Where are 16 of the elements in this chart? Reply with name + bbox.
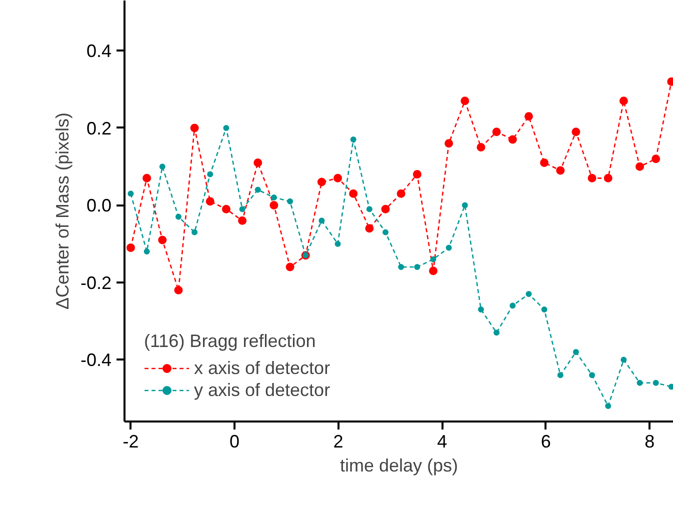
x-tick-label: 0 [230,432,240,452]
y-axis-title: ΔCenter of Mass (pixels) [52,112,72,310]
x-tick-label: 6 [540,432,551,452]
y-tick-label: -0.4 [80,350,112,370]
x-tick-label: 4 [437,432,448,452]
legend-label: y axis of detector [194,379,330,401]
x-tick-label: -2 [122,432,139,452]
x-tick-label: 2 [333,432,344,452]
legend-title: (116) Bragg reflection [144,331,317,352]
x-axis-title: time delay (ps) [340,456,458,476]
y-tick-label: 0.2 [86,118,112,138]
legend-label: x axis of detector [194,357,330,379]
y-tick-label: 0.0 [86,196,112,216]
x-tick-label: 8 [644,432,655,452]
y-tick-label: 0.4 [86,41,112,62]
y-tick-label: -0.2 [80,272,112,293]
